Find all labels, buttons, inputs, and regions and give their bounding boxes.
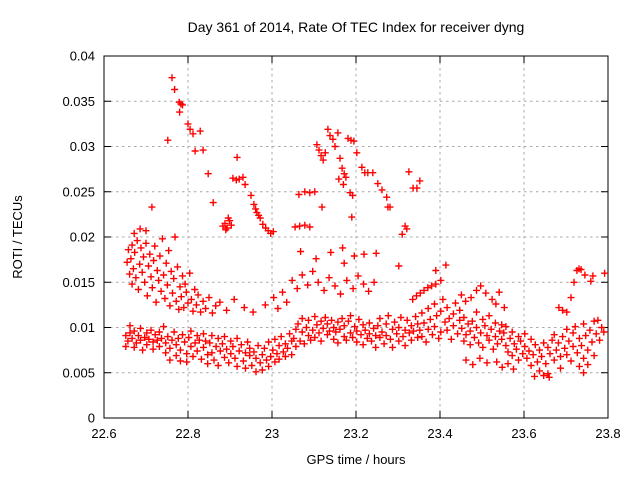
x-tick-label: 22.8 [175,426,200,441]
y-tick-label: 0.015 [62,275,95,290]
y-tick-label: 0.02 [70,230,95,245]
y-tick-label: 0 [88,411,95,426]
y-tick-label: 0.025 [62,184,95,199]
data-points [122,74,608,381]
x-tick-labels: 22.6 22.8 23 23.2 23.4 23.6 23.8 [91,426,620,441]
x-tick-label: 23.4 [427,426,452,441]
x-tick-label: 23.8 [595,426,620,441]
y-tick-label: 0.04 [70,49,95,64]
y-axis-label: ROTI / TECUs [10,195,25,279]
x-tick-label: 23.6 [511,426,536,441]
x-tick-label: 23.2 [343,426,368,441]
plot-border [103,55,609,419]
x-tick-label: 22.6 [91,426,116,441]
y-tick-label: 0.035 [62,94,95,109]
chart-title: Day 361 of 2014, Rate Of TEC Index for r… [188,19,525,35]
gridlines [104,56,608,418]
x-tick-label: 23 [265,426,279,441]
y-tick-label: 0.005 [62,365,95,380]
y-tick-label: 0.03 [70,139,95,154]
y-tick-labels: 0 0.005 0.01 0.015 0.02 0.025 0.03 0.035 0.04 [62,49,95,426]
y-tick-label: 0.01 [70,320,95,335]
x-axis-label: GPS time / hours [307,452,406,467]
